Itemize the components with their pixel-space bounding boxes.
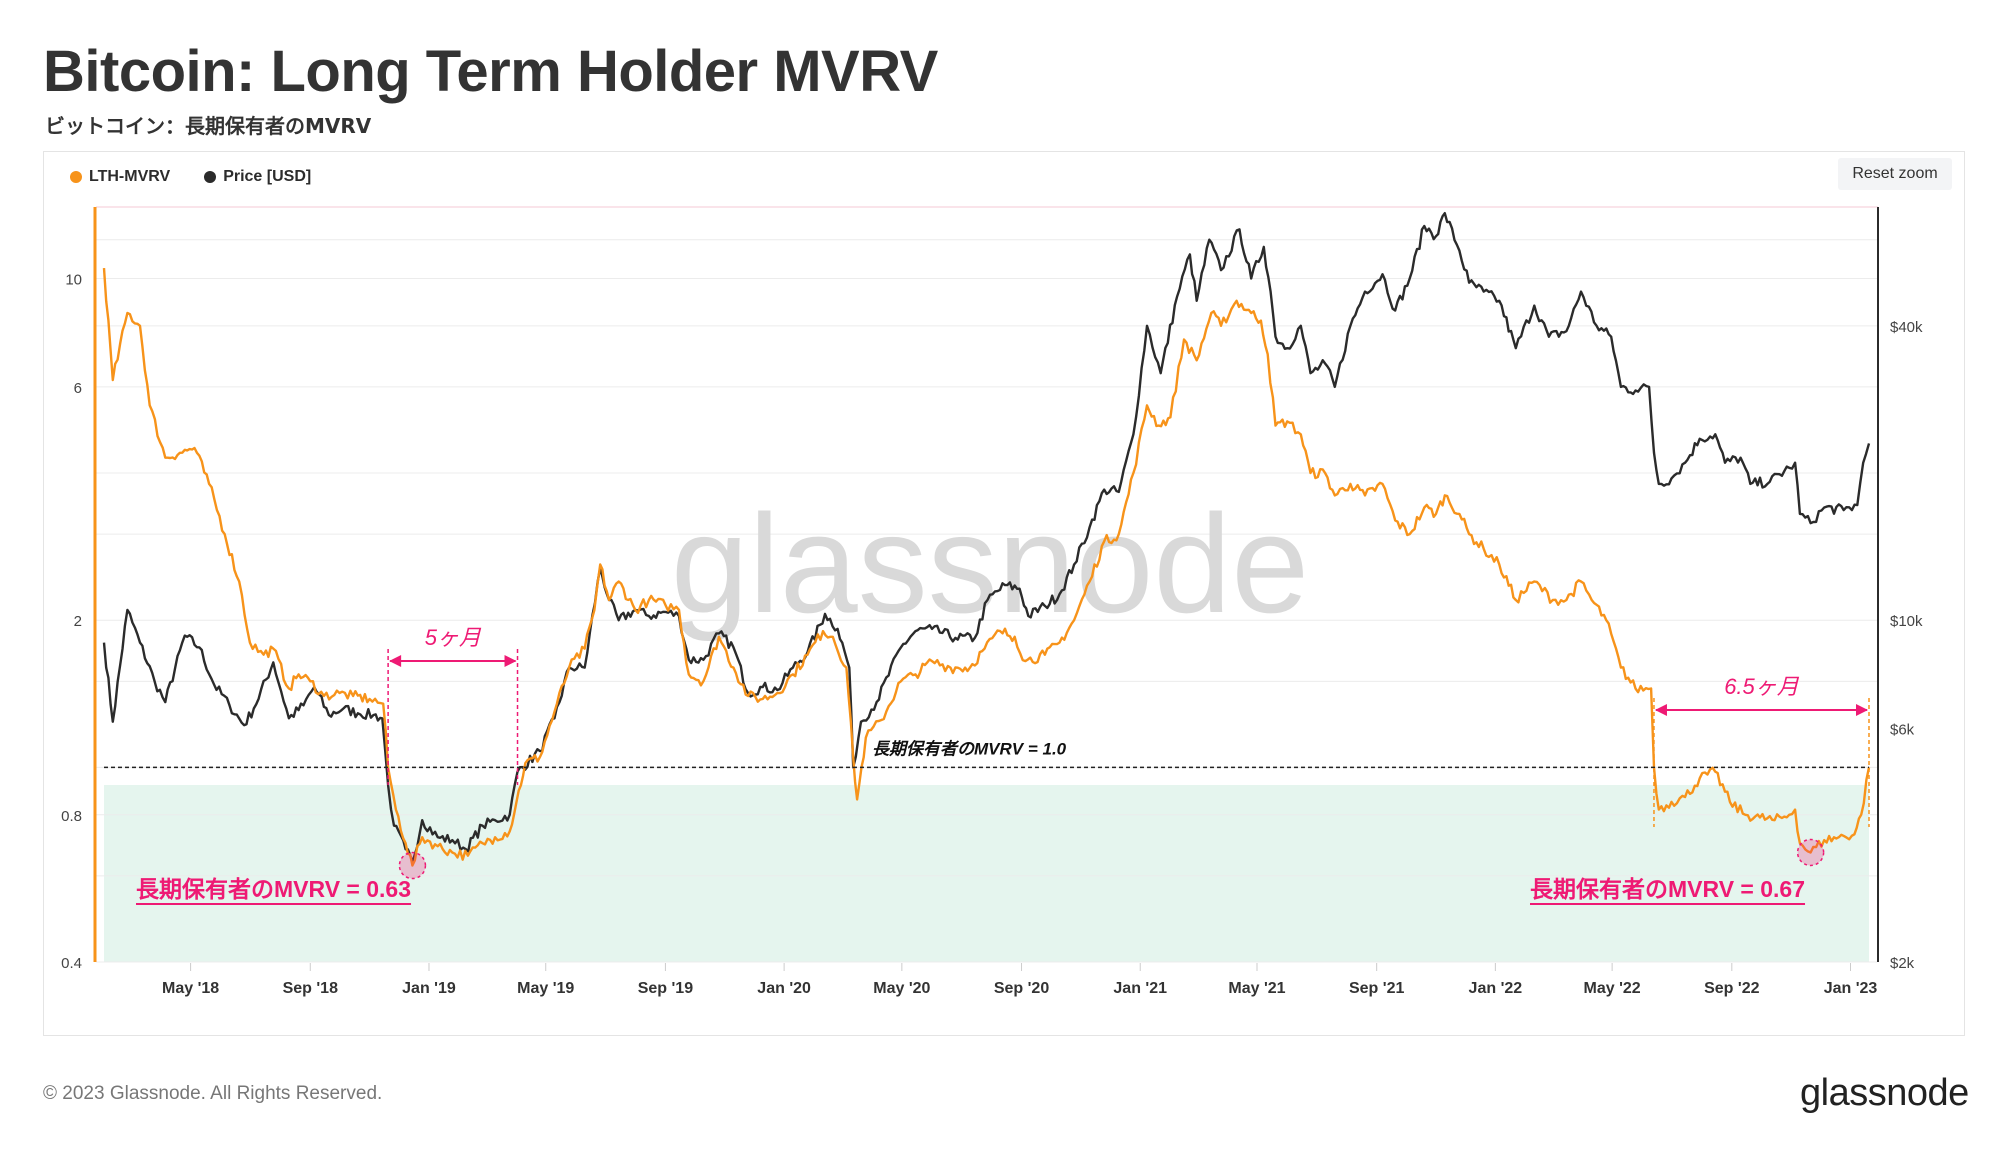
legend: LTH-MVRV Price [USD] (70, 168, 311, 186)
glassnode-logo: glassnode (1800, 1072, 1969, 1114)
legend-item-lth-mvrv[interactable]: LTH-MVRV (70, 168, 170, 186)
reset-zoom-button[interactable]: Reset zoom (1838, 158, 1952, 190)
copyright-text: © 2023 Glassnode. All Rights Reserved. (43, 1083, 383, 1104)
lth-mvrv-dot-icon (70, 171, 82, 183)
legend-label-lth-mvrv: LTH-MVRV (89, 168, 171, 185)
chart-frame (43, 151, 1965, 1036)
chart-title: Bitcoin: Long Term Holder MVRV (43, 39, 938, 104)
legend-item-price[interactable]: Price [USD] (204, 168, 311, 186)
chart-subtitle: ビットコイン：長期保有者のMVRV (45, 114, 372, 138)
price-dot-icon (204, 171, 217, 183)
legend-label-price: Price [USD] (223, 168, 312, 185)
